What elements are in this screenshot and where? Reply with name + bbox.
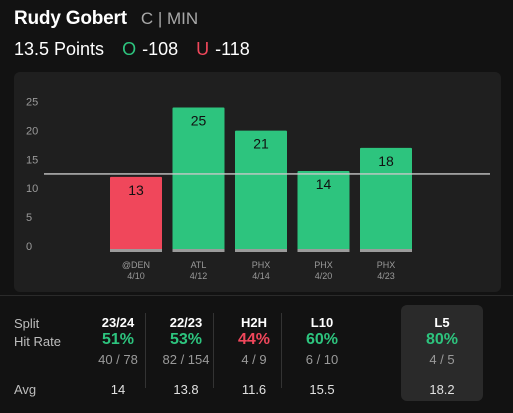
bar[interactable] xyxy=(235,130,287,252)
bar[interactable] xyxy=(297,171,350,252)
y-tick-label: 10 xyxy=(26,183,38,195)
split-average: 11.6 xyxy=(241,382,267,397)
hit-rate-row-label: Hit Rate xyxy=(14,334,61,349)
split-hit-rate: 51% xyxy=(101,331,135,348)
x-tick-opponent: ATL xyxy=(191,260,207,270)
split-name: L5 xyxy=(434,315,450,330)
y-tick-label: 20 xyxy=(26,125,38,137)
y-tick-label: 25 xyxy=(26,96,38,108)
bar-value-label: 18 xyxy=(378,153,394,169)
split-22-23[interactable]: 22/23 53% 82 / 154 13.8 xyxy=(145,305,227,401)
over-odds[interactable]: -108 xyxy=(142,39,179,59)
split-hit-count: 4 / 9 xyxy=(241,352,267,367)
x-tick-date: 4/20 xyxy=(315,271,333,281)
y-tick-label: 15 xyxy=(26,154,38,166)
y-tick-label: 0 xyxy=(26,241,32,253)
bar-base xyxy=(172,249,225,252)
hit-rate-splits: Split Hit Rate Avg 23/24 51% 40 / 78 14 22/2… xyxy=(0,305,513,413)
bar-value-label: 25 xyxy=(191,112,207,128)
over-label[interactable]: O xyxy=(122,39,137,59)
column-separator xyxy=(145,313,146,388)
split-average: 13.8 xyxy=(173,382,199,397)
split-hit-rate: 60% xyxy=(305,331,339,348)
prop-line: 13.5 Points xyxy=(14,39,105,59)
split-hit-rate: 53% xyxy=(169,331,203,348)
bar-base xyxy=(110,249,162,252)
avg-row-label: Avg xyxy=(14,382,37,397)
split-l5[interactable]: L5 80% 4 / 5 18.2 xyxy=(401,305,483,401)
bar-base xyxy=(235,249,287,252)
under-odds[interactable]: -118 xyxy=(215,39,250,59)
split-hit-count: 6 / 10 xyxy=(305,352,339,367)
under-label[interactable]: U xyxy=(196,39,210,59)
split-23-24[interactable]: 23/24 51% 40 / 78 14 xyxy=(77,305,159,401)
prop-line-row: 13.5 Points O -108 U -118 xyxy=(14,39,250,60)
x-tick-opponent: PHX xyxy=(314,260,333,270)
section-divider xyxy=(0,295,513,296)
split-row-labels: Split Hit Rate Avg xyxy=(14,305,94,413)
player-name[interactable]: Rudy Gobert xyxy=(14,8,127,29)
split-average: 18.2 xyxy=(429,382,455,397)
bar-base xyxy=(360,249,412,252)
game-log-chart: 0 5 10 15 20 25 13 @DEN 4/10 25 ATL 4/12 21 PHX 4/14 14… xyxy=(14,72,501,292)
split-hit-count: 82 / 154 xyxy=(162,352,210,367)
x-tick-opponent: PHX xyxy=(252,260,271,270)
column-separator xyxy=(213,313,214,388)
x-tick-opponent: PHX xyxy=(377,260,396,270)
title-row: Rudy Gobert C | MIN xyxy=(14,8,250,30)
game-log-chart-svg: 051015202513@DEN4/1025ATL4/1221PHX4/1414… xyxy=(26,96,490,281)
split-average: 15.5 xyxy=(309,382,335,397)
split-hit-count: 4 / 5 xyxy=(429,352,455,367)
bar-value-label: 21 xyxy=(253,136,269,152)
prop-header: Rudy Gobert C | MIN 13.5 Points O -108 U… xyxy=(14,8,250,60)
split-name: 23/24 xyxy=(101,315,135,330)
split-hit-rate: 80% xyxy=(425,331,459,348)
split-average: 14 xyxy=(110,382,126,397)
bar[interactable] xyxy=(172,107,225,252)
player-position-team: C | MIN xyxy=(140,9,199,28)
split-hit-count: 40 / 78 xyxy=(98,352,138,367)
x-tick-date: 4/14 xyxy=(252,271,270,281)
x-tick-date: 4/12 xyxy=(190,271,208,281)
split-name: 22/23 xyxy=(169,315,203,330)
split-h2h[interactable]: H2H 44% 4 / 9 11.6 xyxy=(213,305,295,401)
x-tick-opponent: @DEN xyxy=(122,260,150,270)
bar-value-label: 13 xyxy=(128,182,144,198)
column-separator xyxy=(281,313,282,388)
bar[interactable] xyxy=(110,176,162,252)
split-hit-rate: 44% xyxy=(237,331,271,348)
x-tick-date: 4/23 xyxy=(377,271,395,281)
bar-value-label: 14 xyxy=(316,176,332,192)
x-tick-date: 4/10 xyxy=(127,271,145,281)
split-row-label: Split xyxy=(14,316,40,331)
split-l10[interactable]: L10 60% 6 / 10 15.5 xyxy=(281,305,363,401)
split-name: H2H xyxy=(240,315,267,330)
split-name: L10 xyxy=(310,315,334,330)
bar-base xyxy=(297,249,350,252)
y-tick-label: 5 xyxy=(26,212,32,224)
